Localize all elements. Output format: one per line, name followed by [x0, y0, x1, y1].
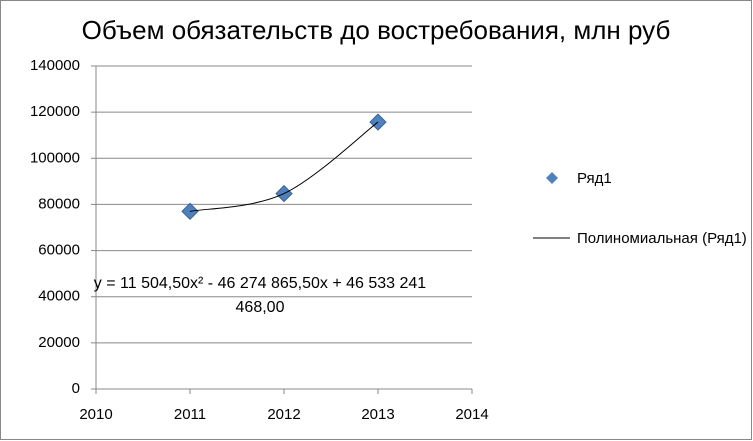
trendline: [189, 121, 379, 212]
legend-marker: [546, 172, 558, 184]
y-tick-label: 100000: [30, 149, 80, 166]
y-tick-label: 0: [72, 380, 80, 397]
trendline-equation: y = 11 504,50x² - 46 274 865,50x + 46 53…: [93, 275, 427, 316]
x-tick-label: 2011: [174, 406, 206, 423]
x-tick-label: 2012: [267, 406, 300, 423]
x-tick-label: 2013: [361, 406, 394, 423]
y-tick-label: 120000: [30, 103, 80, 120]
x-tick-label: 2010: [79, 406, 112, 423]
x-tick-label: 2014: [455, 406, 488, 423]
y-tick-label: 60000: [38, 242, 80, 259]
y-tick-label: 40000: [38, 288, 80, 305]
chart-title: Объем обязательств до востребования, млн…: [82, 15, 671, 45]
legend-label: Ряд1: [577, 170, 612, 187]
y-tick-label: 80000: [38, 195, 80, 212]
legend-label: Полиномиальная (Ряд1): [577, 230, 747, 247]
y-tick-label: 140000: [30, 57, 80, 74]
y-tick-label: 20000: [38, 334, 80, 351]
